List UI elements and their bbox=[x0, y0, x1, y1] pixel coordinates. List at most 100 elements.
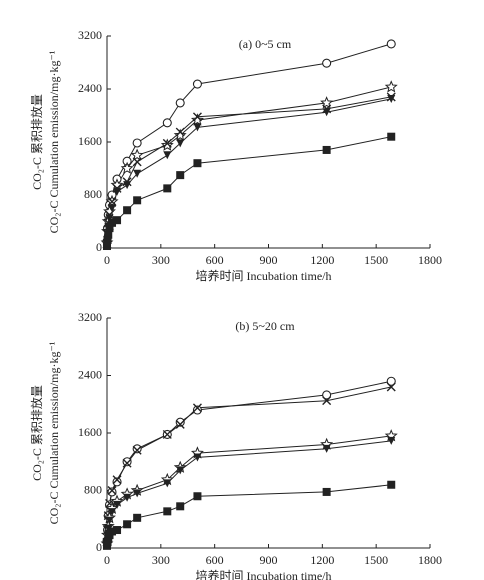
x-tick-label: 1500 bbox=[364, 553, 388, 567]
marker-x bbox=[192, 112, 202, 122]
marker-square bbox=[105, 224, 114, 233]
marker-triangle bbox=[193, 123, 202, 132]
marker-square bbox=[193, 492, 202, 501]
marker-square bbox=[163, 507, 172, 516]
marker-triangle bbox=[176, 466, 185, 475]
series-line bbox=[106, 98, 392, 245]
x-tick-label: 600 bbox=[206, 553, 224, 567]
series-line bbox=[106, 86, 392, 243]
marker-square bbox=[108, 218, 117, 227]
series-line bbox=[106, 386, 392, 543]
y-axis-label: CO₂-C Cumulation emission/mg·kg⁻¹ bbox=[47, 50, 61, 233]
marker-triangle bbox=[193, 453, 202, 462]
y-tick-label: 2400 bbox=[78, 81, 102, 95]
marker-square bbox=[103, 242, 111, 251]
marker-circle bbox=[112, 477, 122, 487]
marker-triangle bbox=[123, 181, 132, 190]
marker-x bbox=[122, 458, 132, 468]
y-tick-label: 3200 bbox=[78, 310, 102, 324]
marker-star bbox=[173, 128, 187, 141]
marker-circle bbox=[132, 138, 142, 148]
marker-circle bbox=[175, 98, 185, 108]
marker-triangle bbox=[176, 139, 185, 148]
x-tick-label: 0 bbox=[104, 553, 110, 567]
marker-square bbox=[387, 132, 396, 141]
marker-square bbox=[133, 196, 142, 205]
marker-triangle bbox=[113, 187, 122, 196]
x-tick-label: 0 bbox=[104, 253, 110, 267]
x-tick-label: 1800 bbox=[418, 253, 442, 267]
marker-triangle bbox=[108, 508, 117, 517]
marker-x bbox=[107, 486, 117, 495]
marker-x bbox=[175, 419, 185, 429]
marker-star bbox=[130, 148, 144, 161]
marker-square bbox=[322, 145, 331, 154]
marker-triangle bbox=[163, 479, 172, 488]
series-line bbox=[106, 440, 392, 545]
marker-triangle bbox=[113, 500, 122, 509]
marker-triangle bbox=[322, 108, 331, 117]
marker-triangle bbox=[163, 151, 172, 160]
marker-square bbox=[176, 502, 185, 511]
marker-square bbox=[322, 487, 331, 496]
marker-star bbox=[320, 96, 334, 109]
series-line bbox=[106, 43, 392, 242]
marker-circle bbox=[175, 417, 185, 427]
marker-square bbox=[113, 216, 122, 225]
marker-square bbox=[123, 206, 132, 215]
marker-x bbox=[386, 382, 396, 392]
x-axis-label: 培养时间 Incubation time/h bbox=[196, 268, 332, 283]
x-tick-label: 900 bbox=[260, 553, 278, 567]
marker-x bbox=[175, 127, 185, 137]
marker-square bbox=[163, 184, 172, 193]
x-tick-label: 1800 bbox=[418, 553, 442, 567]
marker-triangle bbox=[105, 516, 114, 525]
series-line bbox=[106, 136, 392, 247]
y-tick-label: 800 bbox=[84, 482, 102, 496]
marker-circle bbox=[322, 390, 332, 400]
marker-star bbox=[120, 161, 134, 174]
marker-triangle bbox=[387, 94, 396, 103]
x-axis-label: 培养时间 Incubation time/h bbox=[196, 568, 332, 580]
x-tick-label: 1200 bbox=[310, 253, 334, 267]
marker-circle bbox=[162, 118, 172, 128]
x-tick-label: 900 bbox=[260, 253, 278, 267]
x-tick-label: 1200 bbox=[310, 553, 334, 567]
marker-circle bbox=[192, 405, 202, 415]
marker-square bbox=[103, 236, 112, 245]
panel-title: (a) 0~5 cm bbox=[239, 37, 292, 51]
marker-circle bbox=[386, 376, 396, 386]
marker-square bbox=[193, 159, 202, 168]
marker-square bbox=[387, 480, 396, 489]
marker-x bbox=[132, 157, 142, 167]
marker-x bbox=[162, 138, 172, 148]
y-axis-label: CO₂-C Cumulation emission/mg·kg⁻¹ bbox=[47, 341, 61, 524]
series-line bbox=[106, 484, 392, 546]
marker-triangle bbox=[322, 444, 331, 453]
marker-square bbox=[104, 230, 113, 239]
y-tick-label: 1600 bbox=[78, 134, 102, 148]
y-axis-label: CO₂-C 累积排放量 bbox=[29, 94, 44, 190]
marker-triangle bbox=[123, 493, 132, 502]
marker-star bbox=[190, 113, 204, 126]
marker-triangle bbox=[108, 204, 117, 213]
marker-square bbox=[108, 527, 117, 536]
marker-circle bbox=[386, 39, 396, 49]
marker-square bbox=[176, 171, 185, 180]
marker-circle bbox=[107, 487, 117, 497]
marker-x bbox=[322, 396, 332, 406]
marker-x bbox=[162, 429, 172, 439]
series-line bbox=[106, 96, 392, 245]
marker-x bbox=[132, 445, 142, 455]
y-tick-label: 800 bbox=[84, 187, 102, 201]
marker-star bbox=[160, 138, 174, 151]
marker-circle bbox=[192, 79, 202, 89]
marker-triangle bbox=[387, 436, 396, 445]
marker-star bbox=[384, 80, 398, 93]
marker-square bbox=[133, 513, 142, 522]
x-tick-label: 1500 bbox=[364, 253, 388, 267]
x-tick-label: 300 bbox=[152, 553, 170, 567]
x-tick-label: 300 bbox=[152, 253, 170, 267]
y-tick-label: 0 bbox=[96, 540, 102, 554]
